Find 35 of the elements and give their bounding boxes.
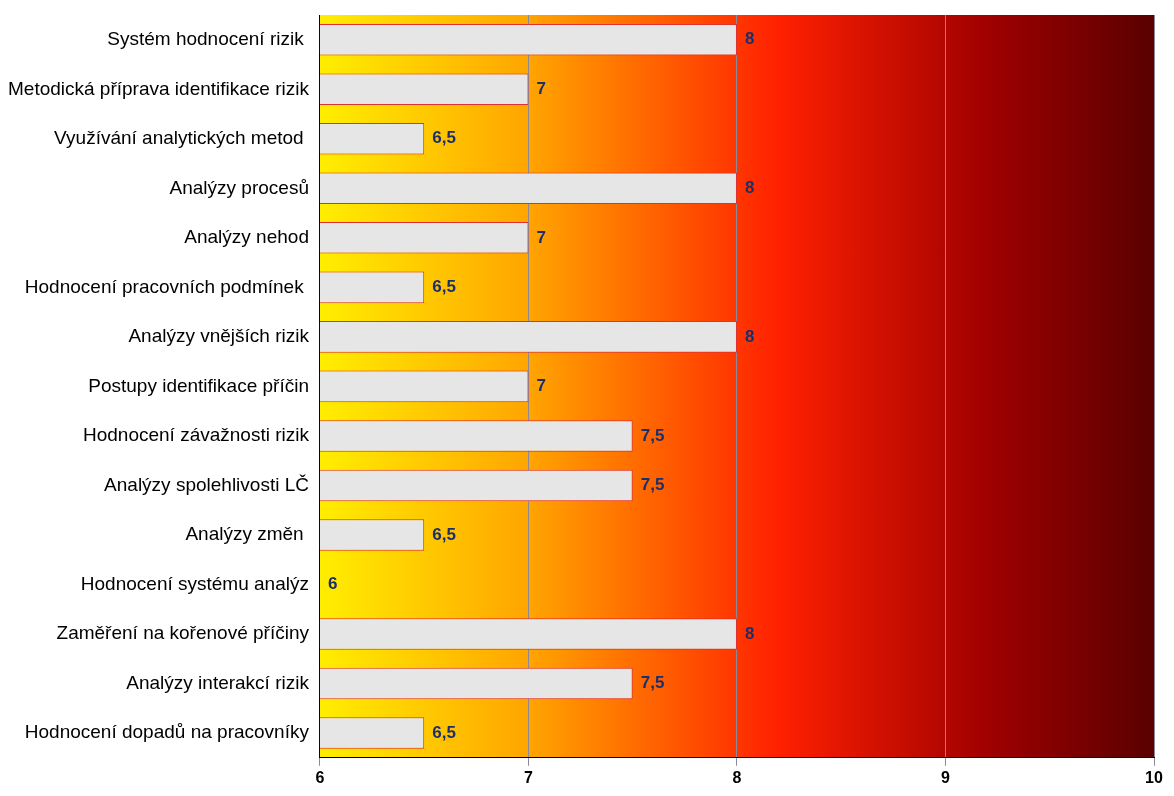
y-tick-label: Hodnocení pracovních podmínek <box>24 275 309 297</box>
data-label: 8 <box>744 326 755 346</box>
y-tick-label: Analýzy interakcí rizik <box>126 671 310 693</box>
x-tick-label: 6 <box>315 768 325 786</box>
y-tick-label: Využívání analytických metod <box>54 127 309 149</box>
data-label: 6,5 <box>432 524 456 544</box>
y-tick-label: Hodnocení závažnosti rizik <box>82 424 310 446</box>
y-tick-label: Analýzy spolehlivosti LČ <box>104 473 309 495</box>
y-tick-label: Analýzy nehod <box>184 226 309 248</box>
data-label: 8 <box>744 29 755 49</box>
y-tick-label: Postupy identifikace příčin <box>88 374 309 396</box>
x-tick-label: 7 <box>524 768 534 786</box>
x-tick-label: 9 <box>941 768 951 786</box>
data-label: 7 <box>536 227 546 247</box>
y-tick-label: Hodnocení dopadů na pracovníky <box>24 721 310 743</box>
data-label: 8 <box>744 623 755 643</box>
data-label: 6 <box>327 574 338 594</box>
data-label: 6,5 <box>432 277 456 297</box>
y-tick-label: Metodická příprava identifikace rizik <box>7 77 310 99</box>
y-tick-label: Zaměření na kořenové příčiny <box>56 622 310 644</box>
y-tick-label: Systém hodnocení rizik <box>107 27 309 49</box>
data-label: 6,5 <box>432 722 456 742</box>
x-tick-label: 10 <box>1145 768 1163 786</box>
x-tick-label: 8 <box>732 768 742 786</box>
data-label: 7,5 <box>640 425 665 445</box>
y-tick-label: Analýzy procesů <box>169 176 309 198</box>
data-label: 7 <box>536 78 546 98</box>
data-label: 7,5 <box>640 673 665 693</box>
y-tick-label: Analýzy změn <box>185 523 309 545</box>
data-label: 7 <box>536 376 546 396</box>
data-label: 7,5 <box>640 475 665 495</box>
y-tick-label: Hodnocení systému analýz <box>80 572 309 594</box>
data-label: 6,5 <box>432 128 456 148</box>
y-tick-label: Analýzy vnějších rizik <box>128 325 310 347</box>
data-label: 8 <box>744 178 755 198</box>
